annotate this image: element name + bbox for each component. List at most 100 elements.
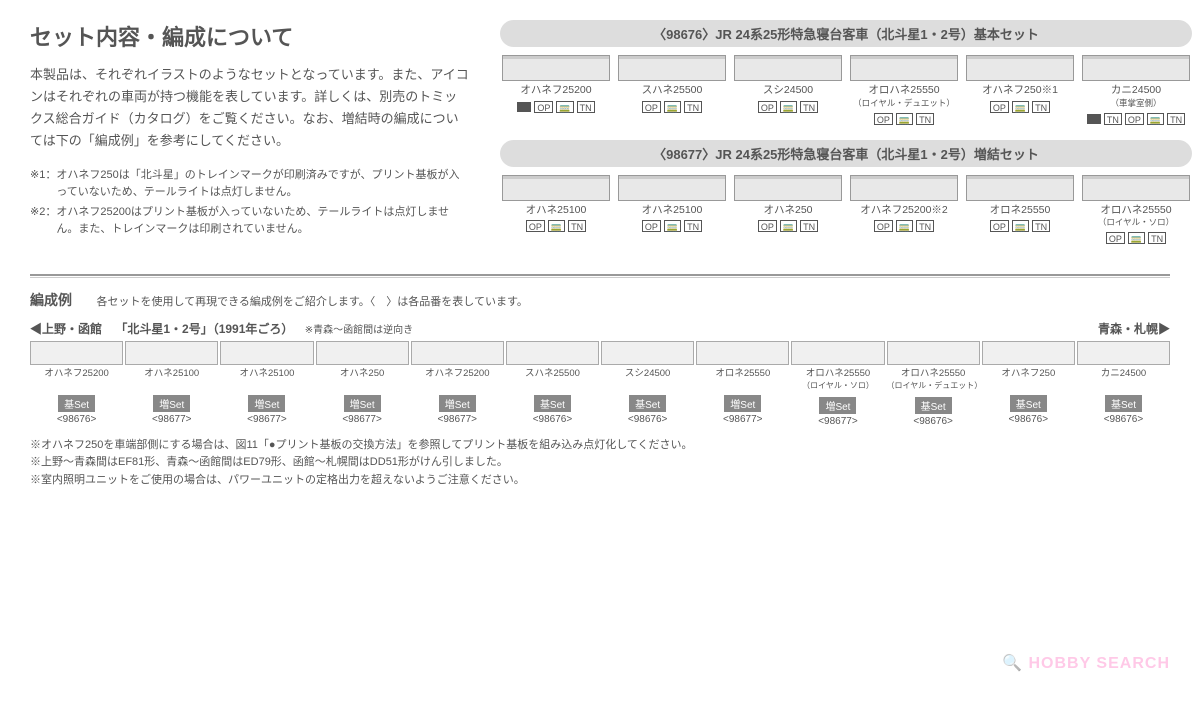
formation-car: オハネフ25200 増Set <98677> (411, 341, 504, 426)
divider (30, 274, 1170, 278)
car-label: オハネフ25200※2 (860, 204, 948, 217)
car-unit: オロネ25550 OP🚃TN (964, 175, 1076, 245)
icon-row: OP🚃TN (642, 220, 702, 232)
note-text: オハネフ250は「北斗星」のトレインマークが印刷済みですが、プリント基板が入って… (56, 167, 470, 200)
right-column: 〈98676〉JR 24系25形特急寝台客車（北斗星1・2号）基本セット オハネ… (500, 20, 1192, 259)
car-unit: オロハネ25550 （ロイヤル・デュエット） OP🚃TN (848, 55, 960, 125)
car-label: スハネ25500 (642, 84, 703, 97)
set-code: <98676> (57, 414, 97, 425)
formation-car: カニ24500 基Set <98676> (1077, 341, 1170, 426)
direction-row: ◀上野・函館 「北斗星1・2号」（1991年ごろ） ※青森〜函館間は逆向き 青森… (30, 320, 1170, 337)
car-sublabel (75, 380, 77, 389)
cab-icon: 🚃 (664, 101, 681, 113)
op-icon: OP (990, 220, 1009, 232)
set-badge: 基Set (534, 395, 571, 412)
car-label: オハネ25100 (144, 368, 199, 379)
op-icon: OP (534, 101, 553, 113)
set-code: <98676> (1104, 414, 1144, 425)
set-code: <98676> (1009, 414, 1049, 425)
set-header: 〈98677〉JR 24系25形特急寝台客車（北斗星1・2号）増結セット (500, 140, 1192, 167)
car-label: オハネフ250 (1001, 368, 1055, 379)
car-label: オハネフ25200 (44, 368, 108, 379)
car-label: オハネフ250※1 (982, 84, 1058, 97)
set-code: <98676> (913, 416, 953, 427)
car-unit: オハネフ250※1 OP🚃TN (964, 55, 1076, 125)
car-unit: オハネフ25200 OP🚃TN (500, 55, 612, 125)
car-label: カニ24500 (1111, 84, 1161, 97)
car-image (502, 175, 610, 201)
formation-car: オハネフ250 基Set <98676> (982, 341, 1075, 426)
car-image (316, 341, 409, 365)
tn-icon: TN (1167, 113, 1185, 125)
car-label: オハネ25100 (239, 368, 294, 379)
tn-icon: TN (568, 220, 586, 232)
cab-icon: 🚃 (780, 220, 797, 232)
set-block: 〈98676〉JR 24系25形特急寝台客車（北斗星1・2号）基本セット オハネ… (500, 20, 1192, 125)
car-sublabel: （ロイヤル・ソロ） (1098, 216, 1174, 228)
formation-car: スハネ25500 基Set <98676> (506, 341, 599, 426)
set-code: <98676> (628, 414, 668, 425)
cab-icon: 🚃 (548, 220, 565, 232)
set-badge: 増Set (344, 395, 381, 412)
set-badge: 増Set (819, 397, 856, 414)
car-label: オロハネ25550 (901, 368, 965, 379)
car-image (601, 341, 694, 365)
cab-icon: 🚃 (896, 113, 913, 125)
formation-car: オハネ25100 増Set <98677> (125, 341, 218, 426)
bottom-note: ※オハネフ250を車端部側にする場合は、図11「●プリント基板の交換方法」を参照… (30, 437, 1170, 455)
icon-row: TNOP🚃TN (1087, 113, 1185, 125)
formation-car: オハネ25100 増Set <98677> (220, 341, 313, 426)
op-icon: OP (758, 101, 777, 113)
car-sublabel (742, 380, 744, 389)
car-label: オロハネ25550 (1100, 204, 1171, 217)
car-image (1077, 341, 1170, 365)
cab-icon: 🚃 (896, 220, 913, 232)
tn-icon: TN (684, 220, 702, 232)
set-badge: 増Set (439, 395, 476, 412)
car-image (966, 175, 1074, 201)
car-sublabel (171, 380, 173, 389)
icon-row: OP🚃TN (990, 101, 1050, 113)
car-label: スハネ25500 (525, 368, 580, 379)
set-badge: 基Set (1105, 395, 1142, 412)
op-icon: OP (758, 220, 777, 232)
op-icon: OP (526, 220, 545, 232)
car-label: オハネ250 (340, 368, 384, 379)
notes-block: ※1： オハネフ250は「北斗星」のトレインマークが印刷済みですが、プリント基板… (30, 167, 470, 237)
set-code: <98677> (152, 414, 192, 425)
op-icon: OP (874, 113, 893, 125)
tn-icon: TN (577, 101, 595, 113)
cab-icon: 🚃 (780, 101, 797, 113)
tn-icon: TN (1148, 232, 1166, 244)
set-badge: 増Set (248, 395, 285, 412)
icon-row: OP🚃TN (990, 220, 1050, 232)
left-column: セット内容・編成について 本製品は、それぞれイラストのようなセットとなっています… (30, 20, 470, 259)
formation-car: スシ24500 基Set <98676> (601, 341, 694, 426)
icon-row: OP🚃TN (1106, 232, 1166, 244)
tn-icon: TN (1032, 220, 1050, 232)
cab-icon: 🚃 (556, 101, 573, 113)
bottom-note: ※室内照明ユニットをご使用の場合は、パワーユニットの定格出力を超えないようご注意… (30, 472, 1170, 490)
car-image (966, 55, 1074, 81)
tn-icon: TN (800, 101, 818, 113)
car-row: オハネフ25200 OP🚃TN スハネ25500 OP🚃TN スシ24500 O… (500, 55, 1192, 125)
car-label: カニ24500 (1101, 368, 1146, 379)
car-image (850, 55, 958, 81)
formation-row: オハネフ25200 基Set <98676> オハネ25100 増Set <98… (30, 341, 1170, 426)
car-image (30, 341, 123, 365)
car-image (850, 175, 958, 201)
set-badge: 増Set (153, 395, 190, 412)
tn-icon: TN (684, 101, 702, 113)
right-direction: 青森・札幌▶ (1098, 320, 1170, 337)
car-image (696, 341, 789, 365)
set-code: <98676> (533, 414, 573, 425)
car-image (734, 55, 842, 81)
bottom-note: ※上野〜青森間はEF81形、青森〜函館間はED79形、函館〜札幌間はDD51形が… (30, 454, 1170, 472)
car-unit: スハネ25500 OP🚃TN (616, 55, 728, 125)
car-label: オハネ250 (763, 204, 812, 217)
formation-car: オハネフ25200 基Set <98676> (30, 341, 123, 426)
car-label: スシ24500 (763, 84, 813, 97)
car-unit: オロハネ25550 （ロイヤル・ソロ） OP🚃TN (1080, 175, 1192, 245)
car-image (1082, 55, 1190, 81)
note-item: ※2： オハネフ25200はプリント基板が入っていないため、テールライトは点灯し… (30, 204, 470, 237)
